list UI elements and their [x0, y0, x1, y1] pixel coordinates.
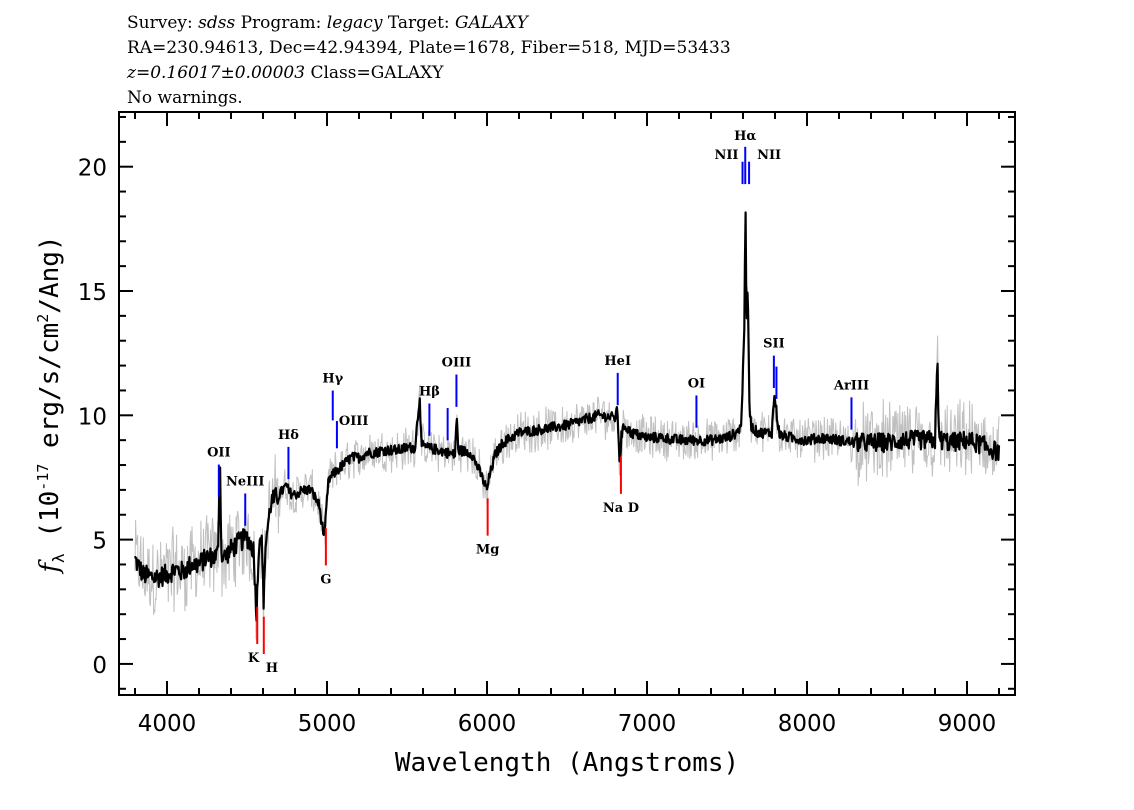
line-label: OII [207, 446, 231, 461]
x-tick-label: 4000 [138, 711, 197, 737]
header-warnings: No warnings. [127, 88, 243, 108]
line-label: K [248, 651, 260, 666]
y-tick-label: 15 [78, 280, 107, 306]
y-title-exp2: 2 [34, 314, 52, 323]
y-tick-label: 20 [78, 156, 107, 182]
line-label: NII [714, 148, 738, 163]
axes: 4000 5000 6000 7000 8000 9000 0 5 10 15 20 [78, 111, 1016, 737]
line-label: OIII [442, 356, 472, 371]
line-label: OI [688, 376, 705, 391]
line-label: NII [757, 148, 781, 163]
line-label: G [320, 572, 331, 587]
y-tick-label: 0 [92, 653, 107, 679]
y-title-exp: -17 [34, 464, 52, 491]
program-value: legacy [327, 13, 383, 33]
header-line-redshift: z=0.16017±0.00003 Class=GALAXY [126, 63, 444, 83]
x-axis-title: Wavelength (Angstroms) [395, 748, 739, 778]
y-title-end: /Ang) [35, 235, 65, 313]
line-label: Hβ [419, 385, 440, 400]
redshift-value: z=0.16017±0.00003 [126, 63, 305, 83]
x-tick-label: 6000 [458, 711, 517, 737]
line-label: SII [763, 337, 785, 352]
survey-label: Survey: [127, 13, 193, 33]
header-line-survey: Survey: sdss Program: legacy Target: GAL… [127, 13, 530, 33]
y-title-units: erg/s/cm [35, 323, 65, 464]
class-value: Class=GALAXY [310, 63, 444, 83]
line-label: ArIII [833, 378, 869, 393]
spectrum-flux-line [133, 211, 1001, 622]
target-label: Target: [388, 13, 450, 33]
x-tick-label: 9000 [938, 711, 997, 737]
line-label: Hδ [278, 428, 299, 443]
line-label: Na D [603, 501, 639, 516]
line-label: Hγ [322, 372, 343, 387]
line-label: Mg [476, 543, 499, 558]
spectrum-error-band [134, 223, 1000, 640]
y-title-sub: λ [49, 553, 68, 563]
line-label: OIII [339, 414, 369, 429]
target-value: GALAXY [455, 13, 530, 33]
y-title-rest: (10 [35, 491, 65, 554]
survey-value: sdss [198, 13, 235, 33]
x-tick-label: 7000 [618, 711, 677, 737]
header-coords: RA=230.94613, Dec=42.94394, Plate=1678, … [127, 38, 731, 58]
y-axis-title: fλ (10-17 erg/s/cm2/Ang) [34, 235, 68, 574]
line-label: HeI [604, 354, 631, 369]
x-tick-label: 8000 [778, 711, 837, 737]
header-block: Survey: sdss Program: legacy Target: GAL… [126, 13, 731, 108]
line-label: NeIII [226, 474, 264, 489]
line-label: H [266, 661, 278, 676]
y-tick-label: 10 [78, 404, 107, 430]
line-label: Hα [734, 129, 756, 144]
x-tick-label: 5000 [298, 711, 357, 737]
plot-frame [118, 111, 1016, 696]
y-tick-label: 5 [92, 529, 107, 555]
program-label: Program: [241, 13, 322, 33]
